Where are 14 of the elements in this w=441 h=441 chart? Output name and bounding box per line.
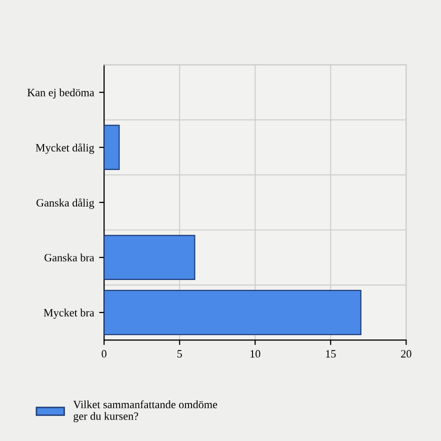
y-tick-label: Mycket dålig (36, 143, 94, 154)
x-tick-label: 0 (102, 350, 106, 358)
legend-label: Vilket sammanfattande omdöme ger du kursen? (73, 400, 218, 422)
x-tick-label: 20 (401, 350, 412, 358)
bar (104, 124, 120, 170)
bar (104, 234, 196, 280)
y-tick-label: Kan ej bedöma (27, 88, 94, 99)
x-tick-label: 5 (177, 350, 182, 358)
x-tick-label: 10 (250, 350, 260, 358)
bar (104, 290, 362, 336)
y-tick-label: Ganska bra (44, 254, 94, 262)
x-tick-label: 15 (326, 350, 336, 358)
y-tick-label: Ganska dålig (36, 198, 94, 209)
y-tick-label: Mycket bra (44, 308, 94, 319)
